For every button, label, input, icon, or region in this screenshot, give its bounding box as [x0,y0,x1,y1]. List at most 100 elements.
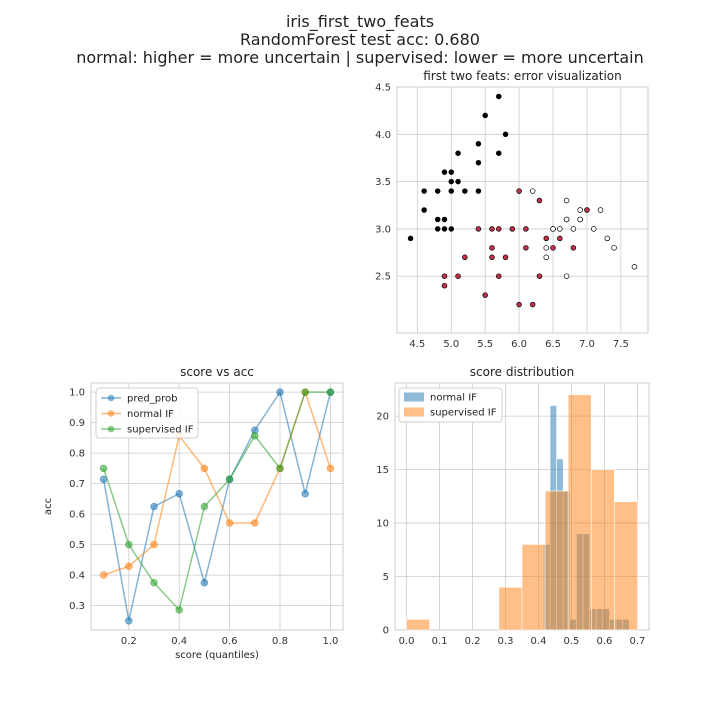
scatter-point-open-6 [563,216,570,223]
hist-legend-box [398,387,503,423]
line-point-2-3 [175,606,183,614]
hist-legend: normal IF supervised IF [398,387,503,423]
scatter-point-open-13 [604,235,611,242]
hist-xtick-2: 0.2 [465,636,481,647]
lineplot-ytick-5: 0.8 [69,449,85,460]
hist-ytick-3: 15 [376,465,389,476]
scatter-point-open-5 [563,197,570,204]
hist-legend-swatch-1 [404,407,424,417]
scatter-axes: 4.5 5.0 5.5 6.0 6.5 7.0 7.5 2.5 3.0 3.5 4.0 4.5 firs… [375,69,649,350]
lineplot-legend-label-0: pred_prob [127,394,177,405]
lineplot-xtick-2: 0.6 [222,636,238,647]
lineplot-ytick-0: 0.3 [69,601,85,612]
line-point-2-7 [276,464,284,473]
lineplot-ytick-4: 0.7 [69,479,85,490]
scatter-ytick-1: 3.0 [375,224,391,235]
hist-xtick-4: 0.4 [531,636,547,647]
scatter-point-black-8 [441,226,448,232]
scatter-point-black-4 [434,216,441,223]
lineplot-xtick-1: 0.4 [171,636,187,647]
scatter-point-red-3 [462,254,468,261]
lineplot-ytick-7: 1.0 [69,388,85,399]
scatter-xtick-6: 7.5 [613,339,629,350]
scatter-point-open-7 [563,273,570,279]
scatter-ytick-4: 4.5 [375,83,391,94]
line-point-2-5 [225,475,234,484]
scatter-point-black-11 [448,188,455,194]
lineplot-xtick-0: 0.2 [121,636,137,647]
scatter-point-red-16 [523,245,529,251]
scatter-point-red-27 [584,207,590,213]
line-series-2 [102,391,331,612]
scatter-point-red-9 [496,226,502,232]
scatter-group-open [529,188,638,279]
scatter-xtick-0: 4.5 [409,339,425,350]
line-point-1-2 [150,540,158,549]
hist-legend-label-0: normal IF [430,393,477,404]
scatter-xtick-1: 5.0 [443,339,459,350]
scatter-point-open-15 [631,264,638,270]
scatter-point-black-22 [502,131,509,138]
line-point-1-6 [251,519,259,527]
scatter-point-black-21 [496,150,502,156]
scatter-point-black-19 [482,112,488,119]
hist-legend-swatch-0 [404,392,424,402]
lineplot-ylabel: acc [43,498,54,515]
scatter-point-red-0 [441,273,448,279]
scatter-point-black-9 [448,169,455,175]
line-point-0-3 [175,489,183,498]
scatter-point-black-12 [448,226,455,232]
hist-bar-1-6 [614,501,638,631]
line-point-1-9 [326,464,335,473]
scatter-point-open-0 [529,188,536,194]
figure-title-line-2: RandomForest test acc: 0.680 [240,30,480,49]
hist-xtick-1: 0.1 [432,636,448,647]
scatter-point-black-13 [455,150,461,156]
scatter-plot-area [397,87,648,333]
scatter-point-black-10 [448,178,455,185]
lineplot-legend-marker-1 [107,410,115,417]
line-point-2-2 [150,578,158,587]
lineplot-xlabel: score (quantiles) [175,650,259,661]
scatter-point-black-17 [475,159,482,166]
lineplot-frame [90,382,344,631]
line-point-0-8 [301,489,310,498]
line-point-2-8 [301,388,310,396]
line-point-2-0 [99,464,108,473]
lineplot-xtick-3: 0.8 [272,636,288,647]
scatter-point-red-20 [543,235,549,242]
line-point-0-2 [150,502,158,511]
hist-bar-1-2 [521,544,546,631]
scatter-point-red-2 [455,273,461,279]
hist-xtick-3: 0.3 [498,636,514,647]
scatter-ytick-0: 2.5 [375,272,391,283]
scatter-point-black-15 [462,188,468,194]
scatter-point-open-14 [611,245,617,251]
scatter-point-red-12 [509,226,516,232]
lineplot-ytick-3: 0.6 [69,510,85,521]
line-point-0-7 [276,388,284,396]
hist-axes: 0.0 0.1 0.2 0.3 0.4 0.5 0.6 0.7 0 5 10 15 20 score di… [376,365,650,647]
scatter-point-open-3 [550,226,556,232]
hist-xtick-6: 0.6 [597,636,613,647]
hist-ytick-1: 5 [383,572,389,583]
scatter-point-open-8 [570,226,577,232]
scatter-frame [396,86,649,334]
line-point-1-4 [200,464,209,473]
scatter-point-red-1 [441,282,448,289]
scatter-point-black-5 [434,226,441,232]
line-point-2-6 [251,431,259,440]
hist-bar-1-1 [498,586,523,631]
lineplot-legend-box [95,387,199,439]
scatter-point-red-11 [502,254,509,261]
hist-ytick-0: 0 [383,626,389,637]
scatter-point-black-14 [455,178,461,185]
scatter-point-red-19 [536,273,543,279]
scatter-xtick-4: 6.5 [545,339,561,350]
scatter-point-red-8 [489,254,495,261]
lineplot-legend-marker-2 [107,425,115,433]
line-point-0-4 [200,578,209,587]
scatter-xtick-2: 5.5 [477,339,493,350]
line-point-1-5 [225,519,234,527]
